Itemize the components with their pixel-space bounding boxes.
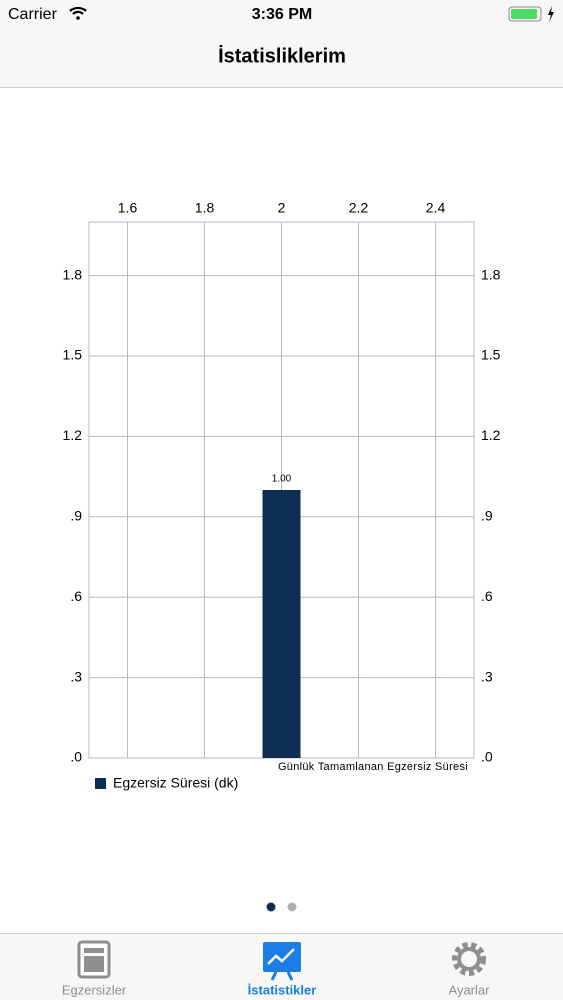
tab-icon-exercises (77, 940, 111, 979)
tab-icon-settings (452, 942, 486, 976)
x-tick-label: 2.2 (349, 200, 369, 216)
battery-level (511, 9, 537, 19)
y2-tick-label: .9 (481, 508, 493, 524)
y-tick-label: .3 (70, 668, 82, 684)
tab-label[interactable]: İstatistikler (248, 982, 317, 997)
y2-tick-label: .3 (481, 668, 493, 684)
legend-label: Egzersiz Süresi (dk) (113, 775, 238, 791)
y-tick-label: 1.8 (63, 266, 83, 282)
x-tick-label: 2 (278, 200, 286, 216)
x-tick-label: 2.4 (426, 200, 446, 216)
y2-tick-label: .0 (481, 749, 493, 765)
wifi-icon (69, 6, 87, 15)
wifi-dot (76, 16, 80, 20)
page-dot[interactable] (287, 902, 297, 912)
header-bg (0, 0, 563, 88)
y2-tick-label: .6 (481, 588, 493, 604)
y-tick-label: 1.5 (63, 347, 83, 363)
y-tick-label: .6 (70, 588, 82, 604)
tab-icon-stats (263, 942, 301, 981)
bar (262, 490, 301, 758)
y-tick-label: .9 (70, 508, 82, 524)
legend-swatch (95, 778, 106, 789)
battery (508, 6, 542, 22)
chart-description: Günlük Tamamlanan Egzersiz Süresi (278, 761, 468, 773)
tab-label[interactable]: Egzersizler (62, 982, 127, 997)
chart: 1.6 1.8 2 2.2 2.4 .0 .3 .6 .9 1.2 1.5 1.8 .0 .3 .6 .9 1.… (63, 200, 501, 791)
value-label: 1.00 (272, 474, 292, 485)
y2-tick-label: 1.8 (481, 266, 501, 282)
carrier: Carrier (8, 6, 58, 23)
charging-icon (548, 6, 554, 22)
y-tick-label: 1.2 (63, 427, 83, 443)
x-tick-label: 1.6 (118, 200, 138, 216)
y-tick-label: .0 (70, 749, 82, 765)
x-tick-label: 1.8 (195, 200, 215, 216)
page-dot-active[interactable] (266, 902, 276, 912)
nav-title: İstatisliklerim (218, 44, 346, 67)
y2-tick-label: 1.5 (481, 347, 501, 363)
y2-tick-label: 1.2 (481, 427, 501, 443)
tab-label[interactable]: Ayarlar (449, 982, 491, 997)
clock: 3:36 PM (252, 6, 312, 23)
